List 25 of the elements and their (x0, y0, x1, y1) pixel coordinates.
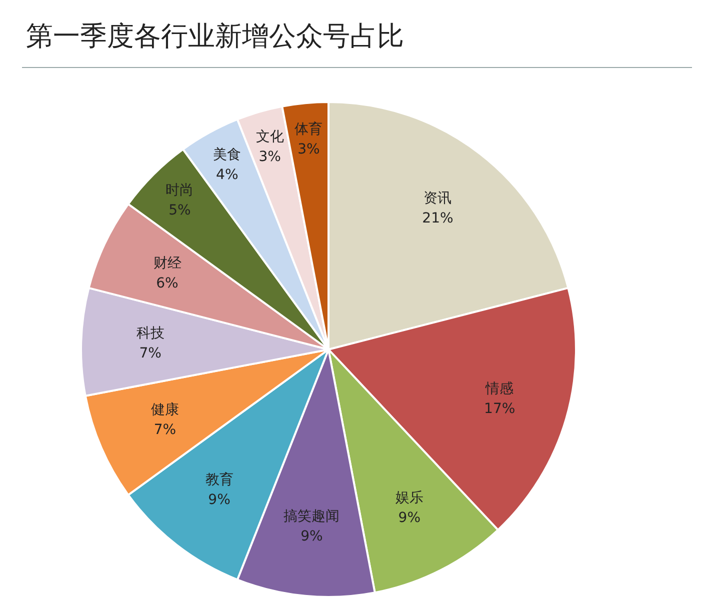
data-label: 3% (298, 142, 320, 158)
slice-label: 资讯 (424, 190, 452, 206)
slice-label: 情感 (484, 380, 514, 397)
slice-label: 科技 (136, 326, 164, 342)
data-label: 6% (156, 275, 178, 292)
slice-label: 财经 (153, 255, 182, 272)
data-label: 4% (216, 166, 238, 183)
data-label: 5% (168, 202, 191, 218)
slice-label: 体育 (294, 120, 323, 138)
slice-label: 文化 (256, 129, 284, 146)
data-label: 9% (300, 528, 323, 545)
data-label: 7% (154, 422, 176, 438)
slice-label: 健康 (150, 402, 179, 418)
data-label: 9% (208, 492, 230, 508)
data-label: 3% (258, 149, 281, 166)
slice-label: 时尚 (166, 182, 194, 198)
slice-label: 搞笑趣闻 (284, 508, 340, 525)
slice-label: 教育 (205, 470, 234, 488)
slice-label: 娱乐 (395, 490, 424, 506)
data-label: 17% (484, 400, 516, 417)
slice-label: 美食 (213, 146, 242, 163)
data-label: 7% (139, 346, 162, 362)
chart-title: 第一季度各行业新增公众号占比 (26, 20, 404, 54)
data-label: 21% (422, 210, 454, 226)
data-label: 9% (398, 510, 421, 526)
